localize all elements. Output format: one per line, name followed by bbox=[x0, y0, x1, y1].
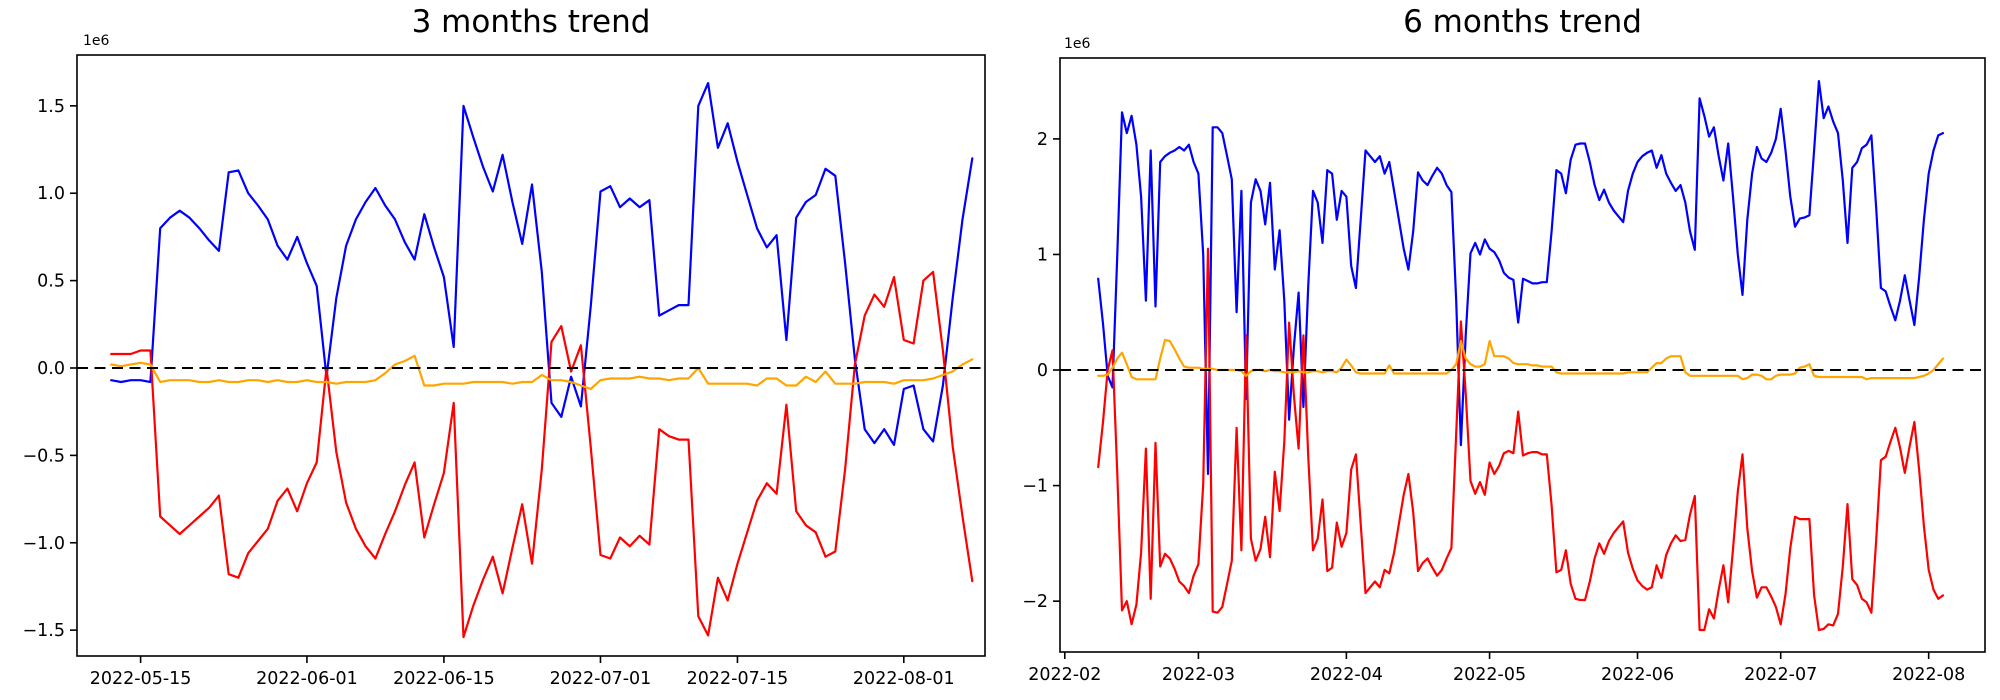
y-tick-label: 0.0 bbox=[37, 359, 65, 379]
red-series-line bbox=[110, 270, 974, 639]
y-tick-label: 1.0 bbox=[37, 184, 65, 204]
x-tick-label: 2022-05-15 bbox=[90, 669, 192, 689]
y-tick-label: −1.5 bbox=[23, 621, 66, 641]
y-tick-label: −1.0 bbox=[23, 534, 66, 554]
blue-series-line bbox=[1097, 79, 1945, 476]
plot-border bbox=[76, 54, 986, 657]
y-axis-offset-label: 1e6 bbox=[83, 33, 110, 49]
plot-border bbox=[1059, 57, 1986, 653]
y-tick-label: 1 bbox=[1037, 245, 1048, 265]
chart-title-6-months: 6 months trend bbox=[1403, 4, 1642, 40]
x-tick-label: 2022-04 bbox=[1310, 665, 1383, 685]
y-tick-label: −1 bbox=[1022, 477, 1048, 497]
y-tick-label: 1.5 bbox=[37, 97, 65, 117]
x-tick-label: 2022-08-01 bbox=[853, 669, 955, 689]
y-tick-label: −0.5 bbox=[23, 446, 66, 466]
y-tick-label: −2 bbox=[1022, 592, 1048, 612]
x-tick-label: 2022-03 bbox=[1162, 665, 1235, 685]
y-axis-offset-label: 1e6 bbox=[1064, 36, 1091, 52]
x-tick-label: 2022-02 bbox=[1028, 665, 1101, 685]
y-tick-label: 0.5 bbox=[37, 272, 65, 292]
x-tick-label: 2022-07 bbox=[1744, 665, 1817, 685]
x-tick-label: 2022-06 bbox=[1601, 665, 1674, 685]
red-series-line bbox=[1097, 247, 1945, 632]
y-tick-label: 0 bbox=[1037, 361, 1048, 381]
orange-series-line bbox=[110, 354, 974, 391]
x-tick-label: 2022-06-01 bbox=[256, 669, 358, 689]
orange-series-line bbox=[1097, 338, 1945, 381]
blue-series-line bbox=[110, 81, 974, 446]
y-tick-label: 2 bbox=[1037, 130, 1048, 150]
chart-title-3-months: 3 months trend bbox=[411, 4, 651, 40]
x-tick-label: 2022-05 bbox=[1453, 665, 1526, 685]
x-tick-label: 2022-07-15 bbox=[687, 669, 789, 689]
x-tick-label: 2022-06-15 bbox=[393, 669, 495, 689]
x-tick-label: 2022-08 bbox=[1892, 665, 1965, 685]
x-tick-label: 2022-07-01 bbox=[550, 669, 652, 689]
